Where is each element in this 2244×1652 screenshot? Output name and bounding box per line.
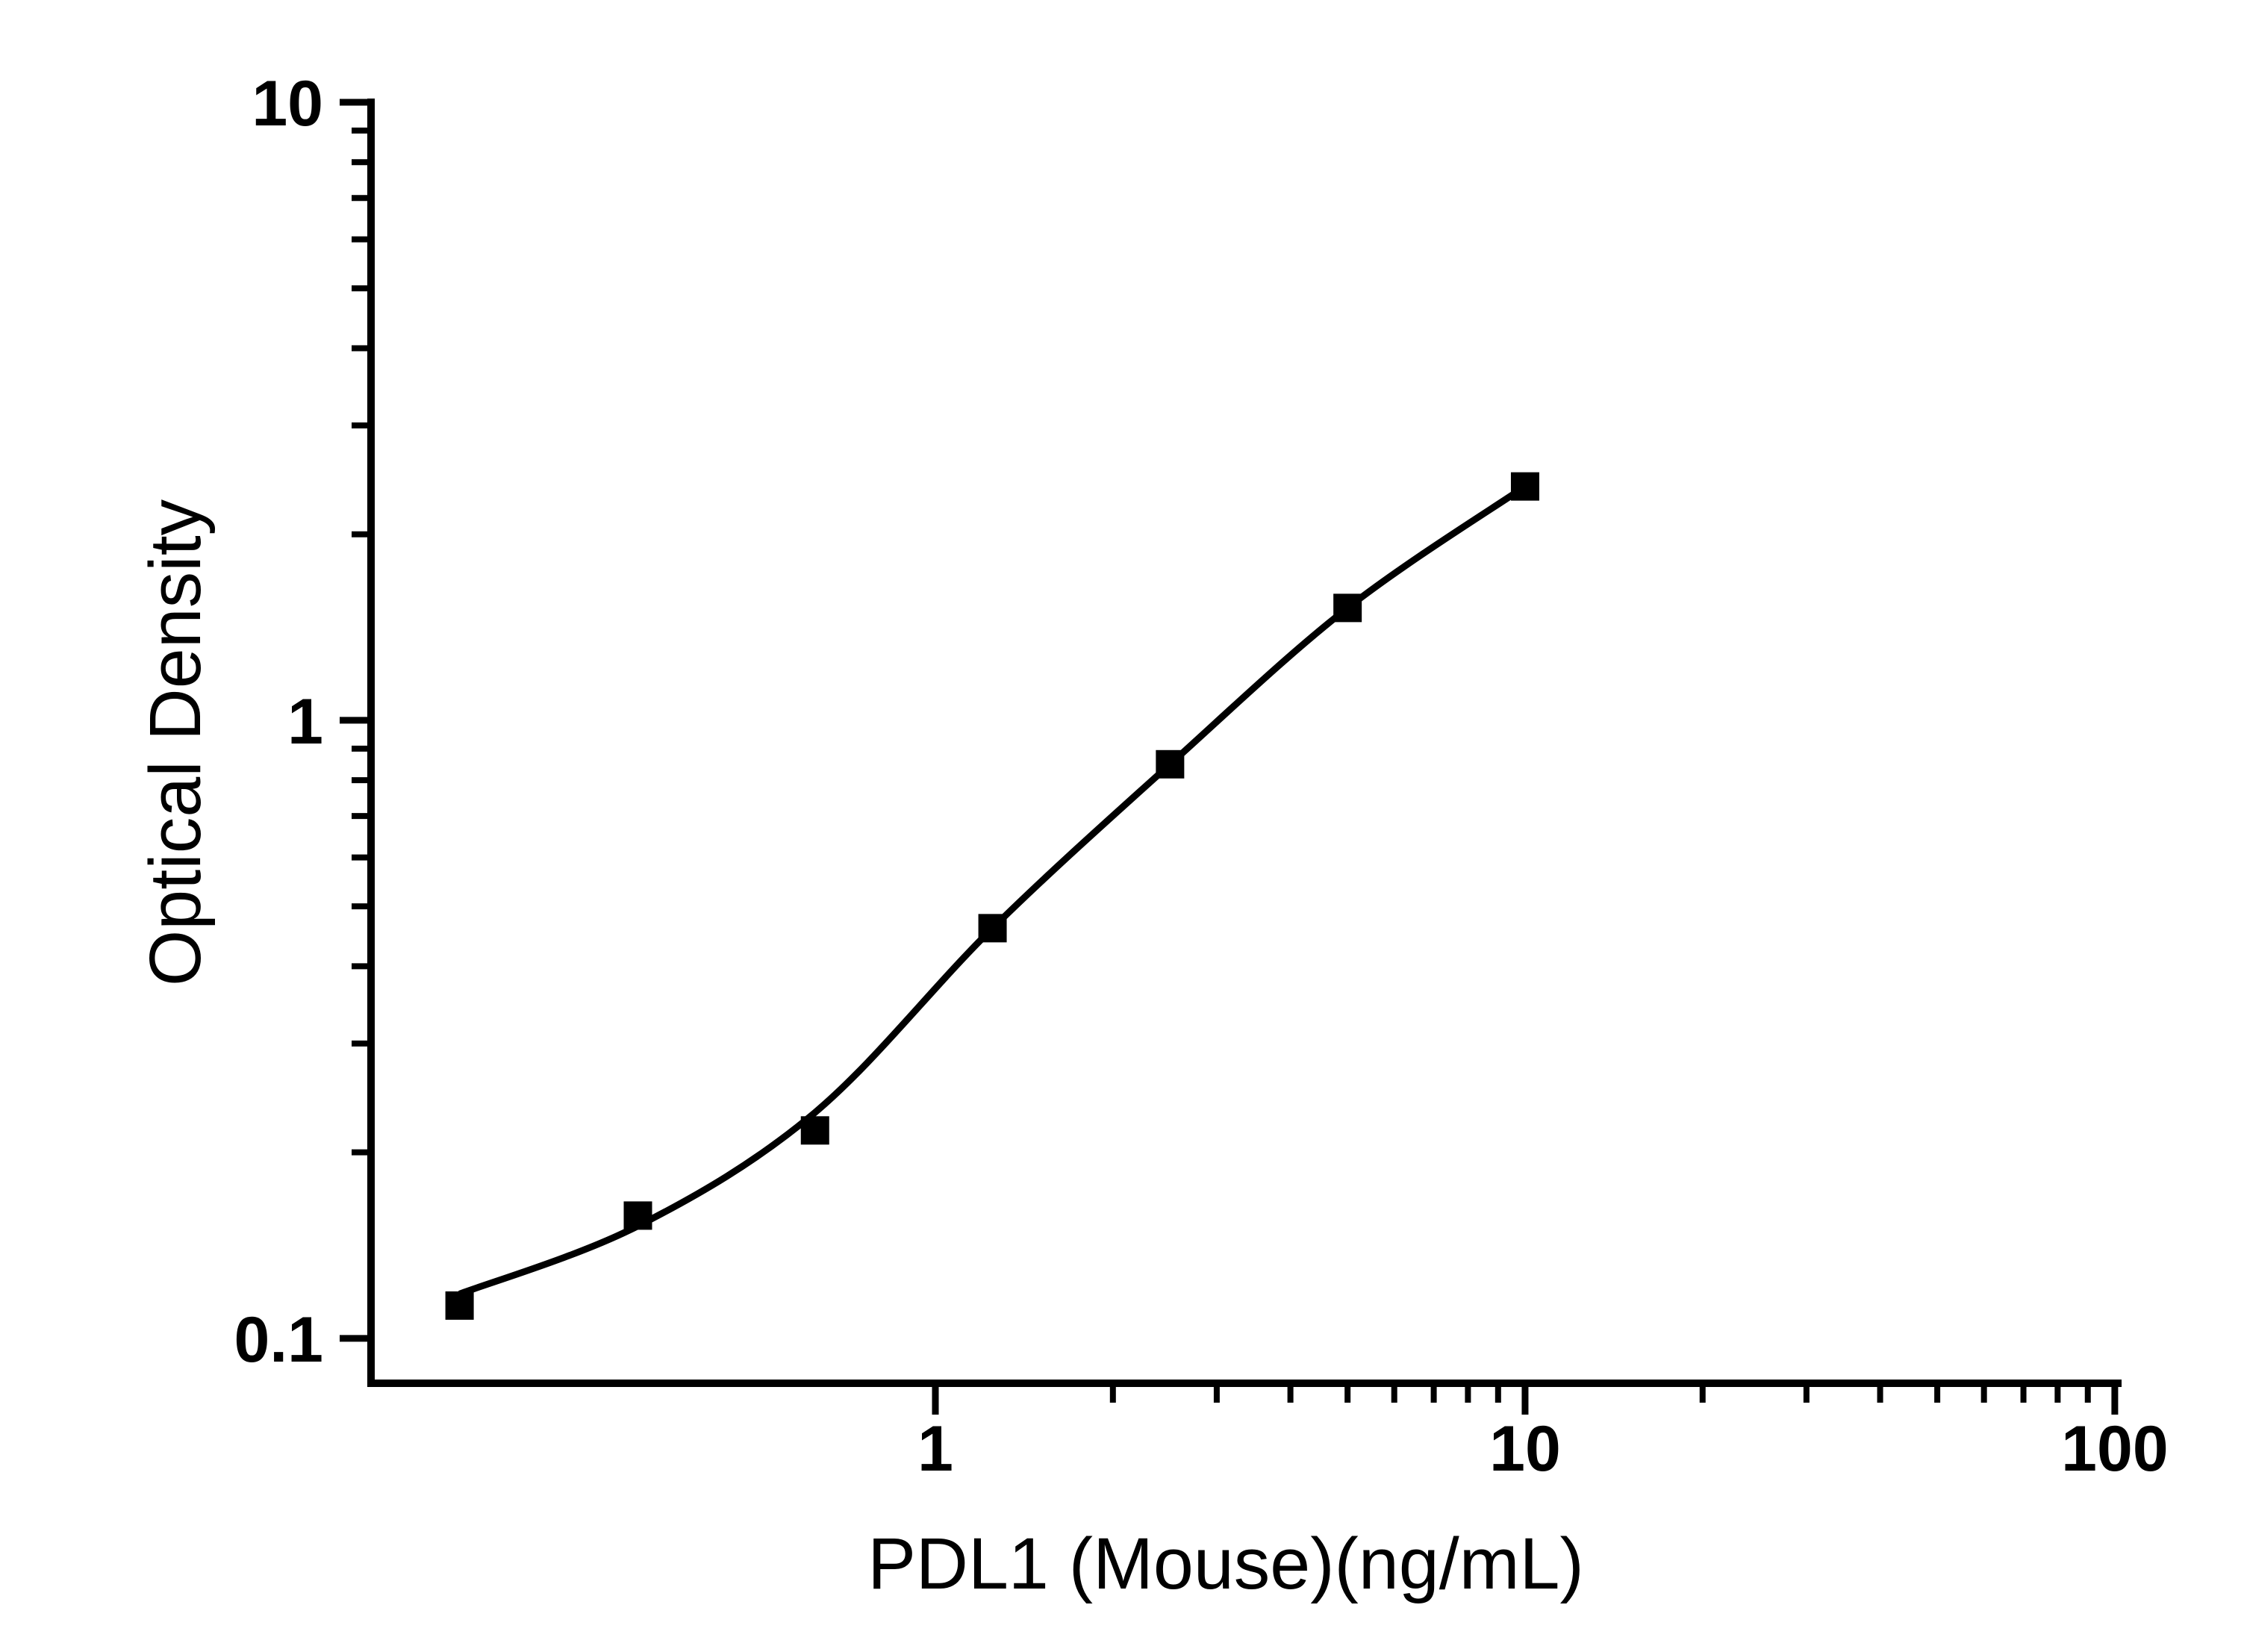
y-tick-label: 0.1 (234, 1304, 323, 1376)
data-point-marker (445, 1291, 474, 1320)
chart-plot-area: 1 10 100 0.1 1 10 (234, 68, 2168, 1485)
data-point-marker (1156, 749, 1185, 779)
data-point-marker (1333, 593, 1362, 623)
data-point-marker (978, 914, 1007, 943)
y-tick-label: 1 (287, 686, 323, 758)
data-point-marker (800, 1116, 829, 1145)
fit-curve (458, 483, 1527, 1297)
data-point-marker (623, 1201, 652, 1230)
y-tick-label: 10 (252, 68, 323, 140)
x-tick-label: 100 (2061, 1413, 2169, 1485)
x-axis-title: PDL1 (Mouse)(ng/mL) (867, 1523, 1584, 1604)
x-tick-label: 10 (1489, 1413, 1561, 1485)
data-point-marker (1510, 472, 1539, 501)
x-tick-label: 1 (917, 1413, 953, 1485)
y-axis-title: Optical Density (134, 499, 216, 986)
